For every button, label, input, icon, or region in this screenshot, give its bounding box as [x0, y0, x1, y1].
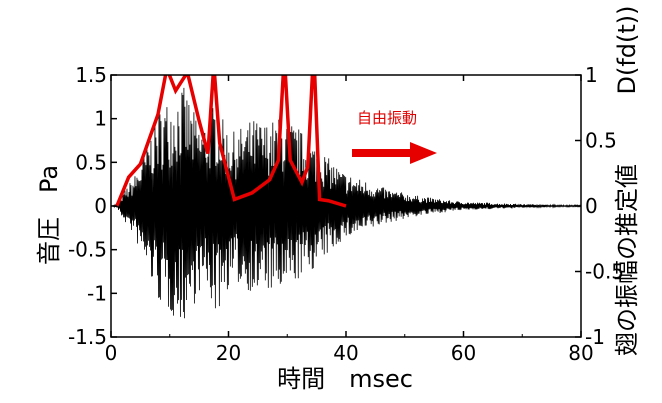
y2-tick-label: -0.5 [585, 260, 624, 284]
sound-pressure-waveform [111, 87, 581, 319]
x-axis-label: 時間 msec [277, 365, 413, 393]
x-tick-label: 40 [333, 341, 358, 365]
y-tick-label: -1.5 [68, 325, 107, 349]
x-tick-label: 0 [105, 341, 118, 365]
y-tick-label: -0.5 [68, 238, 107, 262]
waveform-layer [111, 87, 581, 319]
y-axis-left: -1.5 -1 -0.5 0 0.5 1 1.5 [68, 63, 117, 349]
y-axis-label: 音圧 Pa [35, 165, 63, 265]
y-tick-label: 1.5 [75, 63, 107, 87]
y-tick-label: -1 [87, 281, 107, 305]
y2-tick-label: 0.5 [585, 129, 617, 153]
y2-tick-label: 1 [585, 63, 598, 87]
y2-tick-label: 0 [585, 194, 598, 218]
y2-axis-label: 翅の振幅の推定値 [613, 164, 641, 356]
x-tick-label: 80 [568, 341, 593, 365]
x-axis: 0 20 40 60 80 [105, 75, 594, 365]
y-tick-label: 0 [94, 194, 107, 218]
envelope-layer [115, 75, 347, 208]
y-axis-right: -1 -0.5 0 0.5 1 [575, 63, 624, 349]
x-tick-label: 60 [451, 341, 476, 365]
wing-amplitude-estimate-line [115, 75, 347, 208]
x-tick-label: 20 [216, 341, 241, 365]
annotation-label: 自由振動 [357, 109, 417, 127]
y-tick-label: 1 [94, 107, 107, 131]
free-vibration-annotation: 自由振動 [352, 109, 437, 164]
arrow-icon [352, 142, 437, 164]
y2-tick-label: -1 [585, 325, 605, 349]
y2-unit-label: D(fd(t)) [613, 5, 641, 94]
y-tick-label: 0.5 [75, 150, 107, 174]
